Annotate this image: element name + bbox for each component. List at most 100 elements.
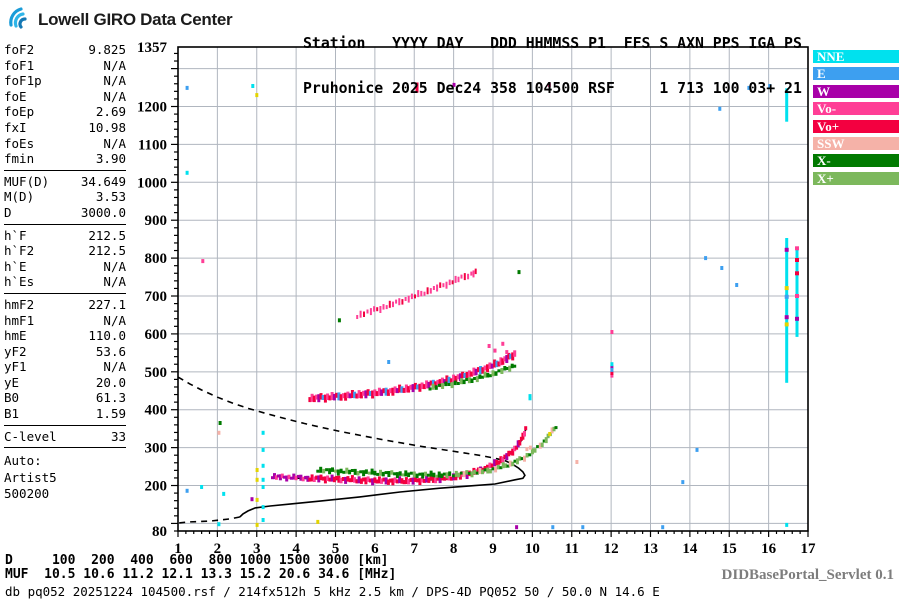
station-header: Station YYYY DAY DDD HHMMSS P1 FFS S AXN… [303, 6, 802, 111]
legend-item-x+: X+ [813, 171, 899, 185]
svg-text:1200: 1200 [137, 100, 167, 116]
database-record-info: db pq052 20251224 104500.rsf / 214fx512h… [5, 584, 660, 599]
param-value: N/A [103, 312, 126, 328]
distance-row: D 100 200 400 600 800 1000 1500 3000 [km… [5, 553, 389, 568]
legend-item-nne: NNE [813, 50, 899, 63]
param-row: hmF2 227.1 [4, 297, 126, 313]
param-row: yE 20.0 [4, 375, 126, 391]
param-row: foEs N/A [4, 136, 126, 152]
lowell-giro-logo: Lowell GIRO Data Center [8, 5, 233, 35]
param-label: foE [4, 88, 27, 104]
param-row: fmin 3.90 [4, 151, 126, 167]
param-label: foF2 [4, 42, 35, 57]
param-value: 3.90 [95, 151, 126, 167]
param-value: 110.0 [88, 328, 126, 344]
svg-text:900: 900 [145, 213, 168, 229]
param-value: N/A [103, 135, 126, 151]
param-row: hmE 110.0 [4, 328, 126, 344]
svg-text:80: 80 [152, 524, 167, 540]
param-value: 3000.0 [80, 204, 126, 220]
station-header-columns: Station YYYY DAY DDD HHMMSS P1 FFS S AXN… [303, 35, 802, 52]
svg-text:300: 300 [145, 441, 168, 457]
svg-text:200: 200 [145, 479, 168, 495]
echo-direction-legend: NNE E W Vo- Vo+ SSW X- X+ [813, 50, 899, 189]
param-label: foF1p [4, 73, 42, 89]
station-header-values: Pruhonice 2025 Dec24 358 104500 RSF 1 71… [303, 80, 802, 97]
svg-text:1100: 1100 [138, 137, 167, 153]
param-value: N/A [103, 88, 126, 104]
param-label: yE [4, 374, 20, 390]
param-row: h`F 212.5 [4, 228, 126, 244]
svg-text:6: 6 [371, 541, 379, 557]
param-value: 9.825 [88, 42, 126, 57]
svg-text:17: 17 [801, 541, 817, 557]
legend-item-x-: X- [813, 154, 899, 168]
autoscaler-info: Auto: Artist5 500200 [4, 453, 57, 502]
param-value: 2.69 [95, 104, 126, 120]
param-value: 212.5 [88, 243, 126, 259]
param-value: 61.3 [95, 390, 126, 406]
param-value: N/A [103, 73, 126, 89]
param-row: h`Es N/A [4, 274, 126, 290]
parameter-panel: foF2 9.825 foF1 N/A foF1p N/A foE N/A foEp 2.69 fx… [4, 42, 126, 503]
svg-text:400: 400 [145, 403, 168, 419]
param-label: h`F2 [4, 243, 35, 259]
param-label: h`F [4, 227, 27, 243]
svg-text:1: 1 [174, 541, 182, 557]
svg-text:600: 600 [145, 327, 168, 343]
svg-text:9: 9 [489, 541, 497, 557]
legend-item-w: W [813, 84, 899, 98]
param-label: foF1 [4, 57, 35, 73]
svg-text:8: 8 [450, 541, 458, 557]
param-row: C-level 33 [4, 429, 126, 445]
param-label: h`Es [4, 274, 35, 290]
param-row: B0 61.3 [4, 390, 126, 406]
svg-text:1000: 1000 [137, 175, 167, 191]
param-value: N/A [103, 57, 126, 73]
param-value: 227.1 [88, 296, 126, 312]
svg-text:15: 15 [722, 541, 737, 557]
param-label: fmin [4, 151, 35, 167]
giro-wave-icon [8, 5, 34, 35]
svg-text:5: 5 [332, 541, 340, 557]
legend-item-vo-: Vo- [813, 102, 899, 116]
param-value: 34.649 [80, 173, 126, 189]
param-row: h`E N/A [4, 259, 126, 275]
param-label: yF2 [4, 343, 27, 359]
param-label: B0 [4, 390, 20, 406]
param-value: 3.53 [95, 189, 126, 205]
param-value: 212.5 [88, 227, 126, 243]
param-row: yF1 N/A [4, 359, 126, 375]
param-label: D [4, 204, 12, 220]
param-label: hmF2 [4, 296, 35, 312]
param-label: hmF1 [4, 312, 35, 328]
muf-row: MUF 10.5 10.6 11.2 12.1 13.3 15.2 20.6 3… [5, 567, 397, 582]
param-value: N/A [103, 274, 126, 290]
param-value: 33 [110, 428, 126, 444]
param-value: 53.6 [95, 343, 126, 359]
legend-item-e: E [813, 67, 899, 81]
param-label: h`E [4, 258, 27, 274]
legend-item-ssw: SSW [813, 136, 899, 150]
param-value: N/A [103, 258, 126, 274]
logo-text: Lowell GIRO Data Center [38, 10, 233, 29]
param-row: foE N/A [4, 89, 126, 105]
param-row: foF1 N/A [4, 58, 126, 74]
param-row: M(D) 3.53 [4, 189, 126, 205]
svg-text:12: 12 [604, 541, 619, 557]
servlet-version-label: DIDBasePortal_Servlet 0.1 [721, 567, 894, 583]
svg-text:7: 7 [411, 541, 419, 557]
param-label: foEp [4, 104, 35, 120]
svg-text:1357: 1357 [137, 40, 168, 56]
param-value: 10.98 [88, 119, 126, 135]
svg-text:3: 3 [253, 541, 261, 557]
param-row: foF2 9.825 [4, 42, 126, 58]
svg-text:11: 11 [565, 541, 579, 557]
param-label: B1 [4, 406, 20, 422]
param-value: 20.0 [95, 374, 126, 390]
param-row: B1 1.59 [4, 406, 126, 422]
svg-text:800: 800 [145, 251, 168, 267]
svg-text:4: 4 [292, 541, 300, 557]
svg-text:16: 16 [761, 541, 777, 557]
